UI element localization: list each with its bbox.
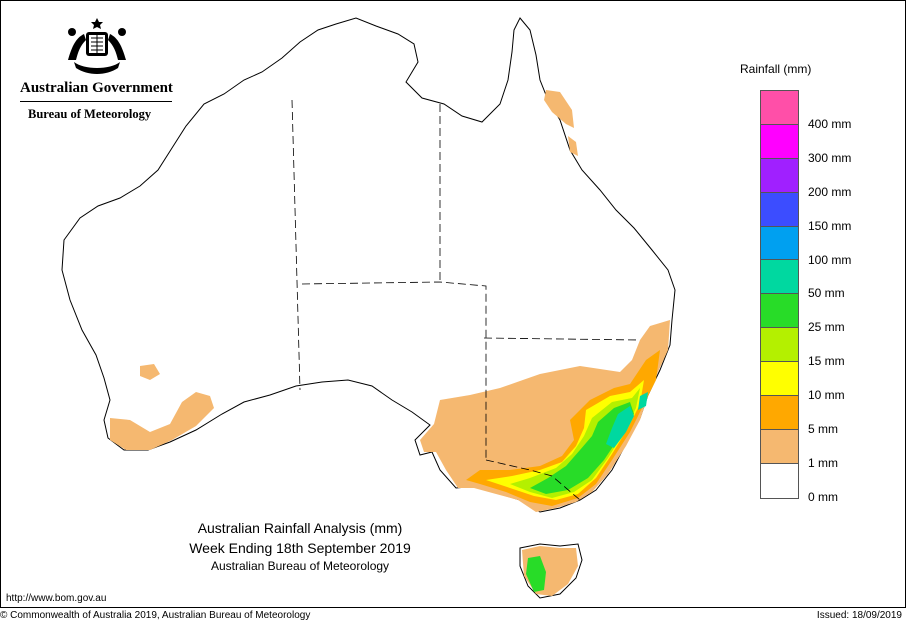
copyright-text: © Commonwealth of Australia 2019, Austra… — [0, 610, 311, 621]
legend-label: 100 mm — [808, 252, 852, 267]
legend-label: 200 mm — [808, 184, 852, 199]
legend-swatch — [761, 260, 798, 295]
legend-swatch — [761, 429, 798, 464]
coat-of-arms-icon — [68, 18, 126, 74]
issued-date: Issued: 18/09/2019 — [816, 610, 902, 621]
legend-swatch — [761, 294, 798, 329]
rain-1mm-sw — [110, 392, 214, 450]
legend-label: 15 mm — [808, 354, 845, 369]
legend-label: 10 mm — [808, 388, 845, 403]
map-title-block: Australian Rainfall Analysis (mm) Week E… — [160, 518, 440, 574]
legend-swatch — [761, 226, 798, 261]
legend-title: Rainfall (mm) — [740, 62, 812, 76]
rain-1mm-qld — [544, 90, 578, 156]
legend-label: 0 mm — [808, 489, 838, 504]
rain-1mm-blob — [140, 364, 160, 380]
rain-25mm — [526, 402, 634, 592]
legend-swatch — [761, 328, 798, 363]
agency-label: Bureau of Meteorology — [28, 107, 152, 121]
government-label: Australian Government — [20, 80, 173, 96]
state-borders — [291, 99, 641, 501]
legend-swatch — [761, 396, 798, 430]
map-source: Australian Bureau of Meteorology — [210, 559, 390, 573]
legend-label: 400 mm — [808, 116, 852, 131]
legend-swatch — [761, 192, 798, 227]
rain-50mm — [606, 392, 648, 448]
legend-swatch — [761, 463, 798, 498]
legend-swatch — [761, 124, 798, 159]
legend-swatch — [761, 91, 798, 125]
legend-label: 300 mm — [808, 150, 852, 165]
rainfall-legend — [760, 90, 799, 499]
logo-divider — [20, 101, 172, 102]
legend-label: 1 mm — [808, 455, 838, 470]
legend-label: 5 mm — [808, 422, 838, 436]
legend-label: 25 mm — [808, 320, 845, 335]
legend-label: 50 mm — [808, 286, 845, 301]
map-period: Week Ending 18th September 2019 — [189, 540, 411, 556]
legend-swatch — [761, 158, 798, 193]
map-title: Australian Rainfall Analysis (mm) — [197, 520, 403, 536]
website-link[interactable]: http://www.bom.gov.au — [6, 593, 107, 604]
legend-label: 150 mm — [808, 218, 852, 233]
legend-swatch — [761, 362, 798, 397]
